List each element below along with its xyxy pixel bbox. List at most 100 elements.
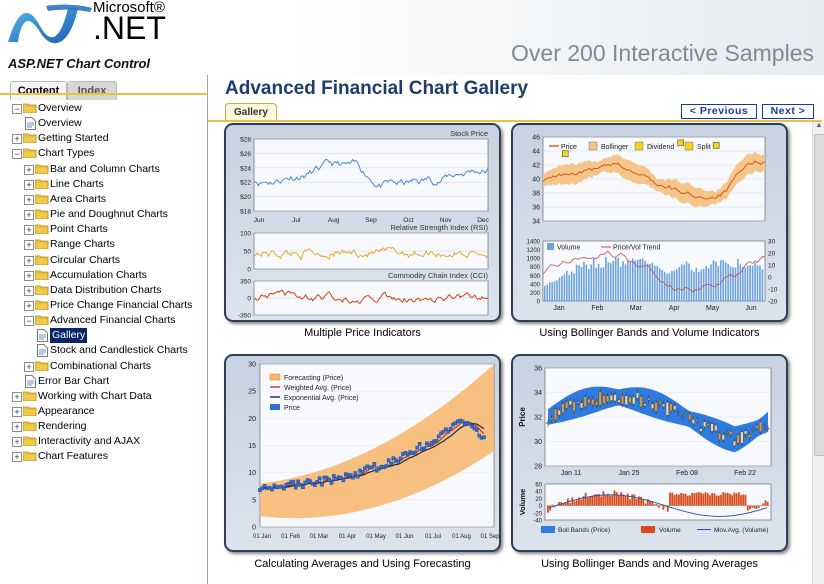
expand-toggle-icon[interactable]: + bbox=[12, 437, 22, 448]
expand-toggle-icon[interactable]: + bbox=[24, 179, 34, 190]
volume-bar bbox=[764, 500, 767, 506]
candle-body bbox=[688, 414, 692, 421]
y-tick-label: 44 bbox=[532, 149, 540, 156]
document-icon bbox=[37, 344, 48, 358]
expand-toggle-icon[interactable]: + bbox=[12, 452, 22, 463]
chart-card-averages-forecasting[interactable]: 30 25 20 15 10 5 0 Forecasting (Price) Weighted … bbox=[224, 354, 501, 552]
candle-body bbox=[747, 434, 751, 438]
vertical-scrollbar[interactable]: ▲ bbox=[812, 122, 824, 584]
tree-item-getting-started[interactable]: + Getting Started bbox=[0, 131, 206, 146]
volume-bar bbox=[575, 264, 578, 301]
x-tick-label: Feb 22 bbox=[734, 470, 756, 477]
collapse-toggle-icon[interactable]: − bbox=[24, 316, 34, 327]
expand-toggle-icon[interactable]: + bbox=[24, 210, 34, 221]
tree-item-price-change-financial-charts[interactable]: + Price Change Financial Charts bbox=[0, 298, 206, 313]
tree-item-gallery[interactable]: Gallery bbox=[0, 328, 206, 344]
expand-toggle-icon[interactable]: + bbox=[24, 240, 34, 251]
folder-icon bbox=[34, 164, 49, 174]
tree-item-accumulation-charts[interactable]: + Accumulation Charts bbox=[0, 268, 206, 283]
expand-toggle-icon[interactable]: + bbox=[24, 225, 34, 236]
candle-body bbox=[636, 392, 639, 399]
expand-toggle-icon[interactable]: + bbox=[12, 407, 22, 417]
tree-item-combinational-charts[interactable]: + Combinational Charts bbox=[0, 359, 206, 374]
tree-item-overview[interactable]: Overview bbox=[0, 116, 206, 131]
candle-body bbox=[673, 405, 677, 410]
chart-caption[interactable]: Using Bollinger Bands and Volume Indicat… bbox=[539, 327, 760, 339]
candle-body bbox=[572, 401, 576, 412]
chart-caption[interactable]: Using Bollinger Bands and Moving Average… bbox=[541, 558, 758, 570]
expand-toggle-icon[interactable]: + bbox=[24, 164, 34, 175]
volume-bar bbox=[649, 263, 651, 301]
tree-item-appearance[interactable]: + Appearance bbox=[0, 404, 206, 419]
tree-item-area-charts[interactable]: + Area Charts bbox=[0, 192, 206, 207]
price-point bbox=[267, 485, 272, 490]
expand-toggle-icon[interactable]: + bbox=[12, 422, 22, 433]
scroll-thumb[interactable] bbox=[814, 134, 824, 456]
expand-toggle-icon[interactable]: + bbox=[24, 300, 34, 311]
tree-item-line-charts[interactable]: + Line Charts bbox=[0, 177, 206, 192]
next-button[interactable]: Next > bbox=[762, 104, 814, 119]
tree-item-bar-and-column-charts[interactable]: + Bar and Column Charts bbox=[0, 162, 206, 177]
volume-bar bbox=[754, 262, 756, 301]
tree-item-label: Rendering bbox=[38, 420, 87, 433]
price-point bbox=[427, 443, 431, 447]
volume-bar bbox=[749, 505, 751, 510]
tree-item-label: Gallery bbox=[50, 328, 88, 344]
tree-item-rendering[interactable]: + Rendering bbox=[0, 419, 206, 434]
tree-item-range-charts[interactable]: + Range Charts bbox=[0, 237, 206, 252]
volume-bar bbox=[570, 271, 573, 301]
tree-item-interactivity-and-ajax[interactable]: + Interactivity and AJAX bbox=[0, 434, 206, 449]
legend-swatch bbox=[541, 526, 555, 533]
tree-item-working-with-chart-data[interactable]: + Working with Chart Data bbox=[0, 389, 206, 404]
y-tick-label: 0 bbox=[539, 504, 543, 510]
tree-item-overview[interactable]: − Overview bbox=[0, 101, 206, 116]
volume-bar bbox=[597, 263, 600, 301]
candle-body bbox=[740, 431, 744, 444]
price-point bbox=[296, 479, 300, 484]
tree-item-data-distribution-charts[interactable]: + Data Distribution Charts bbox=[0, 283, 206, 298]
tab-content[interactable]: Content bbox=[10, 81, 67, 100]
scroll-up-arrow-icon[interactable]: ▲ bbox=[815, 122, 823, 129]
candle-body bbox=[721, 434, 725, 441]
tree-item-label: Data Distribution Charts bbox=[50, 283, 162, 296]
y-tick-label: 20 bbox=[535, 497, 542, 503]
collapse-toggle-icon[interactable]: − bbox=[12, 149, 22, 160]
tree-item-circular-charts[interactable]: + Circular Charts bbox=[0, 253, 206, 268]
volume-bar bbox=[682, 493, 685, 506]
tree-item-advanced-financial-charts[interactable]: − Advanced Financial Charts bbox=[0, 313, 206, 328]
expand-toggle-icon[interactable]: + bbox=[12, 134, 22, 145]
expand-toggle-icon[interactable]: + bbox=[24, 255, 34, 266]
volume-bar bbox=[676, 269, 678, 301]
chart-card-price-indicators[interactable]: Stock Price $28 $26 $24 $22 $20 $18 Relative St… bbox=[224, 123, 501, 322]
gallery-area: Stock Price $28 $26 $24 $22 $20 $18 Relative St… bbox=[208, 122, 814, 584]
tab-gallery[interactable]: Gallery bbox=[225, 103, 277, 121]
tree-item-point-charts[interactable]: + Point Charts bbox=[0, 222, 206, 237]
volume-bar bbox=[695, 492, 698, 506]
expand-toggle-icon[interactable]: + bbox=[12, 391, 22, 402]
expand-toggle-icon[interactable]: + bbox=[24, 285, 34, 296]
tree-item-stock-and-candlestick-charts[interactable]: Stock and Candlestick Charts bbox=[0, 343, 206, 358]
collapse-toggle-icon[interactable]: − bbox=[12, 104, 22, 114]
x-tick-label: Mar bbox=[630, 305, 643, 312]
expand-toggle-icon[interactable]: + bbox=[24, 270, 34, 281]
tree-item-error-bar-chart[interactable]: Error Bar Chart bbox=[0, 374, 206, 389]
chart-card-bollinger-moving-avg[interactable]: 36 34 32 30 28 Price Jan 11 Jan 25 Feb 08 Feb 22 6… bbox=[511, 354, 788, 552]
tree-item-pie-and-doughnut-charts[interactable]: + Pie and Doughnut Charts bbox=[0, 207, 206, 222]
tab-index[interactable]: Index bbox=[67, 81, 117, 100]
legend-label: Dividend bbox=[647, 144, 674, 151]
tree-item-chart-features[interactable]: + Chart Features bbox=[0, 449, 206, 464]
price-point bbox=[334, 477, 339, 481]
chart-caption[interactable]: Calculating Averages and Using Forecasti… bbox=[254, 558, 471, 570]
previous-button[interactable]: < Previous bbox=[681, 104, 757, 119]
candle-body bbox=[628, 396, 632, 404]
volume-bar bbox=[618, 495, 620, 506]
chart-card-bollinger-volume[interactable]: 46 44 42 40 38 36 34 Price Bollinger Dividend Spli… bbox=[511, 123, 788, 322]
expand-toggle-icon[interactable]: + bbox=[24, 194, 34, 205]
price-point bbox=[396, 460, 401, 464]
chart-caption[interactable]: Multiple Price Indicators bbox=[304, 327, 421, 339]
candle-body bbox=[684, 413, 688, 415]
expand-toggle-icon[interactable]: + bbox=[24, 361, 34, 372]
tree-item-chart-types[interactable]: − Chart Types bbox=[0, 146, 206, 161]
volume-bar bbox=[632, 258, 634, 301]
volume-bar bbox=[558, 502, 560, 506]
